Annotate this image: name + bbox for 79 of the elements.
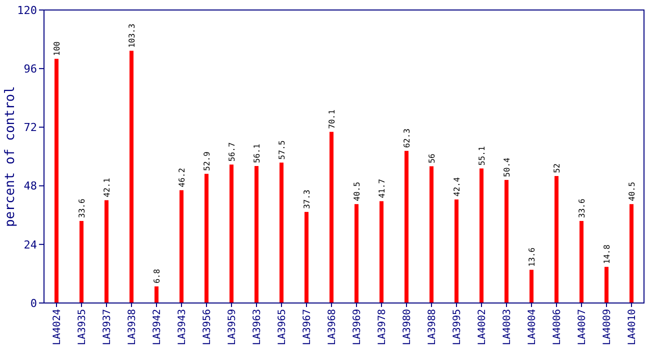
bar [154, 286, 158, 303]
x-tick-label: LA3937 [102, 309, 113, 346]
bar [230, 164, 234, 303]
x-tick-label: LA3942 [152, 309, 163, 346]
x-tick-label: LA3978 [377, 309, 388, 346]
data-label: 56.7 [228, 142, 236, 162]
data-label: 42.4 [452, 177, 462, 196]
data-label: 40.5 [628, 182, 636, 202]
bar [454, 199, 458, 303]
data-label: 33.6 [78, 198, 86, 218]
bar [530, 270, 534, 303]
data-label: 56 [428, 153, 436, 164]
data-label: 52 [552, 163, 562, 174]
bar [554, 176, 558, 303]
x-tick-label: LA4024 [52, 309, 63, 346]
bar [354, 204, 358, 303]
bar [480, 168, 484, 303]
data-label: 33.6 [578, 198, 586, 218]
data-label: 46.2 [178, 168, 186, 188]
y-tick-label: 120 [17, 4, 37, 17]
data-label: 41.7 [378, 178, 386, 198]
data-label: 62.3 [402, 128, 412, 148]
y-axis-title: percent of control [3, 86, 18, 227]
bar [580, 220, 584, 303]
bar [604, 266, 608, 303]
y-tick-label: 24 [24, 238, 38, 252]
y-tick-label: 0 [30, 296, 37, 310]
x-tick-label: LA3980 [402, 309, 413, 346]
x-tick-label: LA3935 [77, 309, 88, 346]
bar [404, 150, 408, 303]
bar [54, 58, 58, 303]
y-tick-label: 72 [24, 121, 37, 134]
data-label: 37.3 [302, 189, 312, 209]
data-label: 70.1 [328, 109, 336, 129]
bar [80, 220, 84, 303]
data-label: 52.9 [202, 151, 212, 171]
bar [304, 212, 308, 303]
x-tick-label: LA3943 [177, 309, 188, 346]
data-label: 56.1 [252, 144, 262, 164]
data-label: 55.1 [478, 146, 486, 166]
x-tick-label: LA3965 [277, 309, 288, 346]
data-label: 103.3 [128, 24, 136, 48]
x-tick-label: LA4010 [627, 309, 638, 346]
bar [504, 180, 508, 303]
data-label: 6.8 [152, 268, 162, 284]
bar [180, 190, 184, 303]
x-tick-label: LA3959 [227, 309, 238, 346]
x-tick-label: LA3968 [327, 309, 338, 346]
x-tick-label: LA4006 [552, 309, 563, 346]
x-tick-label: LA4007 [577, 309, 588, 346]
x-tick-label: LA3967 [302, 309, 313, 346]
data-label: 57.5 [278, 140, 286, 160]
x-tick-label: LA4002 [477, 309, 488, 346]
bar [630, 204, 634, 303]
x-tick-label: LA3956 [202, 309, 213, 346]
data-label: 40.5 [352, 182, 362, 202]
y-tick-label: 96 [24, 62, 37, 76]
bar [280, 162, 284, 303]
bar [204, 174, 208, 303]
bar [380, 201, 384, 303]
data-label: 13.6 [528, 247, 536, 267]
y-tick-label: 48 [24, 180, 37, 193]
bar [254, 166, 258, 303]
x-tick-label: LA3963 [252, 309, 263, 346]
data-label: 42.1 [102, 178, 112, 198]
x-tick-label: LA3969 [352, 309, 363, 346]
x-tick-label: LA4003 [502, 309, 513, 346]
data-label: 50.4 [502, 157, 512, 177]
bar [130, 50, 134, 303]
x-tick-label: LA4004 [527, 309, 538, 346]
bar [330, 132, 334, 303]
bar [104, 200, 108, 303]
x-tick-label: LA3988 [427, 309, 438, 346]
x-tick-label: LA3995 [452, 309, 463, 346]
bar [430, 166, 434, 303]
x-tick-label: LA3938 [127, 309, 138, 346]
x-tick-label: LA4009 [602, 309, 613, 346]
data-label: 14.8 [602, 244, 612, 264]
data-label: 100 [52, 41, 62, 56]
